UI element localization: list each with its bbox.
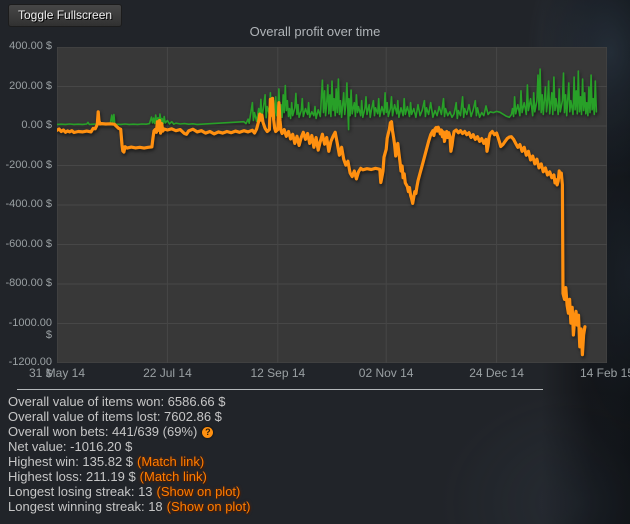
stats-panel: Overall value of items won: 6586.66 $ Ov… [8,394,250,514]
stat-losing-streak: Longest losing streak: 13 (Show on plot) [8,484,250,499]
stat-highest-win-text: Highest win: 135.82 $ [8,454,134,469]
stat-net-value: Net value: -1016.20 $ [8,439,250,454]
stat-highest-loss-text: Highest loss: 211.19 $ [8,469,136,484]
y-axis-tick-label: 200.00 $ [9,79,52,92]
stat-items-lost: Overall value of items lost: 7602.86 $ [8,409,250,424]
stat-items-won: Overall value of items won: 6586.66 $ [8,394,250,409]
x-axis-tick-label: 31 May 14 [28,366,86,380]
y-axis-tick-label: -1000.00 $ [8,316,52,341]
winning-streak-show-link[interactable]: (Show on plot) [166,499,251,514]
stat-highest-loss: Highest loss: 211.19 $ (Match link) [8,469,250,484]
y-axis-tick-label: -1200.00 $ [8,356,52,380]
losing-streak-show-link[interactable]: (Show on plot) [156,484,241,499]
stat-winning-streak: Longest winning streak: 18 (Show on plot) [8,499,250,514]
toggle-fullscreen-button[interactable]: Toggle Fullscreen [8,4,123,27]
stat-losing-streak-text: Longest losing streak: 13 [8,484,153,499]
profit-chart-plot-area[interactable] [57,47,607,363]
x-axis-tick-label: 14 Feb 15 [579,366,630,380]
x-axis-tick-label: 12 Sep 14 [250,366,306,380]
stat-items-won-text: Overall value of items won: 6586.66 $ [8,394,226,409]
y-axis-tick-label: -400.00 $ [5,198,52,210]
stat-net-value-text: Net value: -1016.20 $ [8,439,133,454]
x-axis-tick-label: 02 Nov 14 [358,366,414,380]
y-axis-tick-label: 400.00 $ [9,40,52,52]
help-icon[interactable]: ? [202,427,214,439]
section-divider [17,389,543,390]
stat-items-lost-text: Overall value of items lost: 7602.86 $ [8,409,222,424]
y-axis-tick-label: -200.00 $ [5,158,52,171]
stat-won-bets-text: Overall won bets: 441/639 (69%) [8,424,198,439]
highest-loss-match-link[interactable]: (Match link) [139,469,207,484]
stat-winning-streak-text: Longest winning streak: 18 [8,499,163,514]
y-axis-tick-label: 0.00 $ [21,119,52,131]
chart-title: Overall profit over time [249,24,381,39]
stat-highest-win: Highest win: 135.82 $ (Match link) [8,454,250,469]
x-axis-tick-label: 22 Jul 14 [143,366,192,380]
y-axis-tick-label: -600.00 $ [5,237,52,250]
x-axis-tick-label: 24 Dec 14 [469,366,524,380]
profit-chart-svg [57,47,607,363]
highest-win-match-link[interactable]: (Match link) [137,454,205,469]
y-axis-tick-label: -800.00 $ [5,277,52,289]
stat-won-bets: Overall won bets: 441/639 (69%)? [8,424,250,439]
